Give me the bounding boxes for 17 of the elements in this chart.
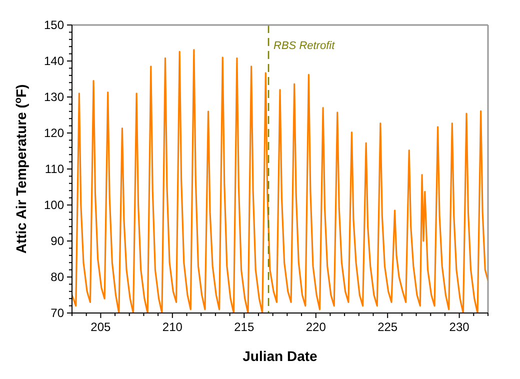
y-tick-label: 90 <box>50 234 64 248</box>
x-tick-label: 220 <box>306 320 326 334</box>
ref-line-label: RBS Retrofit <box>274 40 336 52</box>
y-tick-label: 80 <box>50 270 64 284</box>
y-tick-label: 100 <box>44 198 64 212</box>
x-tick-label: 230 <box>449 320 470 334</box>
x-tick-label: 210 <box>162 320 183 334</box>
y-tick-label: 120 <box>44 126 64 140</box>
x-tick-label: 225 <box>378 320 398 334</box>
y-tick-label: 150 <box>44 18 64 32</box>
x-axis-title: Julian Date <box>242 348 318 364</box>
y-tick-label: 130 <box>44 90 64 104</box>
x-tick-label: 215 <box>234 320 254 334</box>
x-tick-label: 205 <box>90 320 112 334</box>
y-tick-label: 110 <box>44 162 64 176</box>
y-tick-label: 70 <box>50 306 64 320</box>
y-tick-label: 140 <box>44 54 64 68</box>
